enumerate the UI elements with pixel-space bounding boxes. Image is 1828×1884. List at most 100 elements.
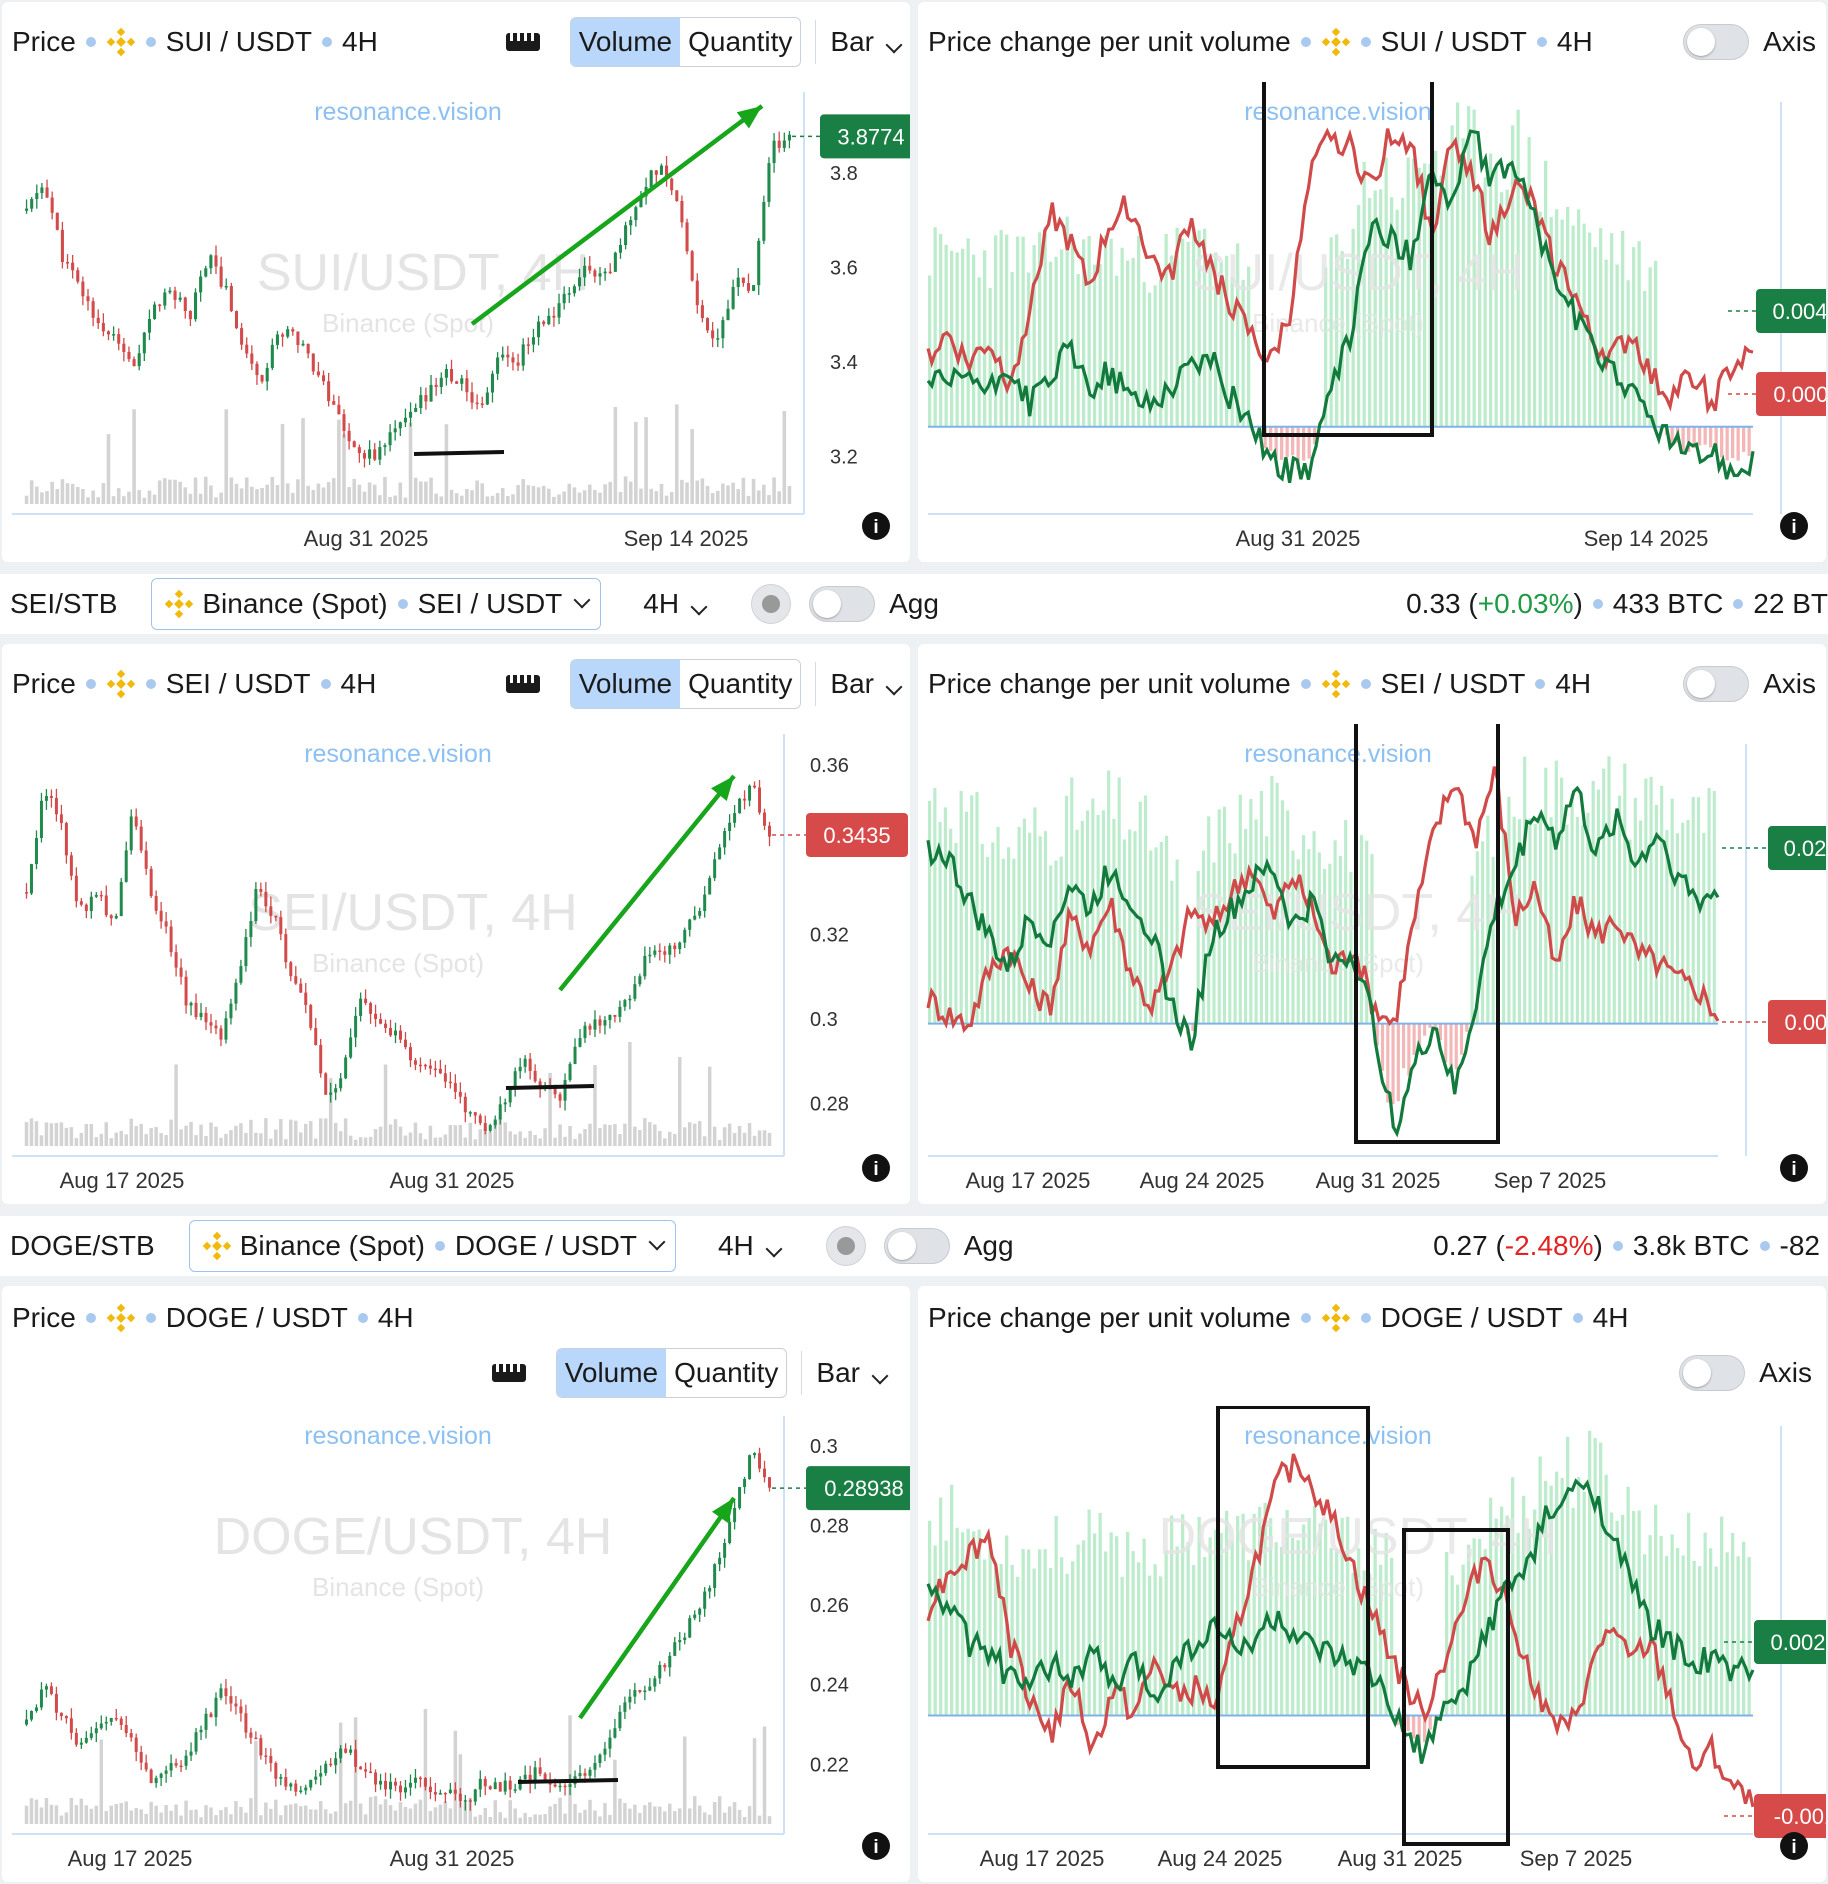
volume-bar <box>69 1797 74 1824</box>
volume-bar <box>449 489 454 504</box>
volume-bar <box>388 1124 393 1146</box>
volume-bar <box>563 1813 567 1824</box>
candle-body <box>334 1088 338 1093</box>
histogram-bar <box>985 857 990 1024</box>
info-icon <box>1780 512 1808 540</box>
volume-bar <box>659 483 664 504</box>
candle-body <box>628 998 632 1001</box>
volume-bar <box>732 1802 737 1824</box>
interval-select[interactable]: 4H <box>643 588 708 620</box>
volume-bar <box>358 1137 363 1146</box>
volume-bar <box>448 1125 453 1146</box>
candle-body <box>414 407 418 412</box>
volume-bar <box>348 1135 353 1146</box>
chevron-down-icon <box>871 1367 889 1385</box>
histogram-bar <box>1417 1023 1421 1050</box>
volume-option[interactable]: Volume <box>570 18 681 66</box>
info-icon <box>862 1832 890 1860</box>
histogram-bar <box>1467 1544 1471 1716</box>
volume-bar <box>326 482 331 504</box>
candle-body <box>281 334 285 337</box>
axis-toggle[interactable] <box>1679 1355 1746 1391</box>
stat-volume: 3.8k BTC <box>1632 1230 1750 1261</box>
volume-bar <box>294 1803 298 1824</box>
histogram-bar <box>1049 261 1053 427</box>
histogram-bar <box>966 1528 970 1716</box>
histogram-bar <box>939 233 943 427</box>
candle-body <box>194 1002 198 1017</box>
volume-bar <box>598 492 602 504</box>
candle-body <box>680 200 684 223</box>
candle-body <box>114 915 118 919</box>
record-icon[interactable] <box>825 1226 866 1266</box>
volume-bar <box>438 1137 443 1146</box>
histogram-bar <box>1560 1477 1564 1716</box>
candle-body <box>124 850 128 882</box>
axis-toggle[interactable] <box>1683 24 1750 60</box>
candle-body <box>60 229 64 263</box>
interval-label: 4H <box>1592 1302 1629 1333</box>
volume-bar <box>518 1817 522 1824</box>
candle-body <box>593 270 597 277</box>
histogram-bar <box>1335 1548 1339 1716</box>
candle-body <box>364 998 368 1004</box>
quantity-option[interactable]: Quantity <box>688 668 793 699</box>
volume-quantity-toggle[interactable]: Volume Quantity <box>569 659 802 709</box>
ruler-icon[interactable] <box>505 33 540 51</box>
ruler-icon[interactable] <box>491 1364 526 1382</box>
volume-bar <box>678 1808 682 1824</box>
agg-toggle[interactable] <box>809 586 876 622</box>
histogram-bar <box>1043 226 1047 427</box>
histogram-bar <box>1340 1517 1344 1716</box>
chart-mode-select[interactable]: Bar <box>816 1357 889 1389</box>
candle-body <box>153 304 157 319</box>
candle-body <box>296 331 300 346</box>
volume-bar <box>618 1134 622 1146</box>
interval-select[interactable]: 4H <box>718 1230 783 1262</box>
candle-body <box>74 875 78 902</box>
volume-option[interactable]: Volume <box>570 660 681 708</box>
volume-bar <box>342 434 346 504</box>
volume-bar <box>757 1815 762 1824</box>
volume-bar <box>731 482 735 504</box>
candle-body <box>306 343 310 354</box>
volume-bar <box>188 493 193 504</box>
volume-bar <box>209 485 213 504</box>
candle-body <box>339 1748 343 1759</box>
candle-body <box>91 301 95 318</box>
volume-bar <box>685 482 689 504</box>
candle-body <box>501 354 505 358</box>
exchange-pair-select[interactable]: Binance (Spot) DOGE / USDT <box>188 1220 676 1272</box>
candle-body <box>163 292 167 306</box>
agg-toggle[interactable] <box>883 1228 950 1264</box>
quantity-option[interactable]: Quantity <box>674 1357 779 1388</box>
candle-body <box>224 1018 228 1040</box>
volume-bar <box>24 1122 29 1146</box>
ruler-icon[interactable] <box>505 675 540 693</box>
chart-mode-select[interactable]: Bar <box>830 26 903 58</box>
volume-quantity-toggle[interactable]: Volume Quantity <box>555 1348 788 1398</box>
volume-option[interactable]: Volume <box>556 1349 667 1397</box>
volume-quantity-toggle[interactable]: Volume Quantity <box>569 17 802 67</box>
volume-bar <box>639 488 643 504</box>
volume-bar <box>49 1804 54 1824</box>
record-icon[interactable] <box>751 584 792 624</box>
value-badge-label: 0.28938 <box>824 1476 904 1501</box>
chart-mode-select[interactable]: Bar <box>830 668 903 700</box>
histogram-bar <box>1137 1562 1141 1716</box>
stat-price: 0.33 <box>1406 588 1461 619</box>
exchange-pair-select[interactable]: Binance (Spot) SEI / USDT <box>151 578 602 630</box>
axis-toggle[interactable] <box>1683 666 1750 702</box>
candle-body <box>693 1614 697 1619</box>
histogram-bar <box>1032 245 1036 427</box>
quantity-option[interactable]: Quantity <box>688 26 793 57</box>
histogram-bar <box>1333 840 1337 1024</box>
volume-bar <box>618 492 623 504</box>
histogram-bar <box>1450 125 1454 427</box>
